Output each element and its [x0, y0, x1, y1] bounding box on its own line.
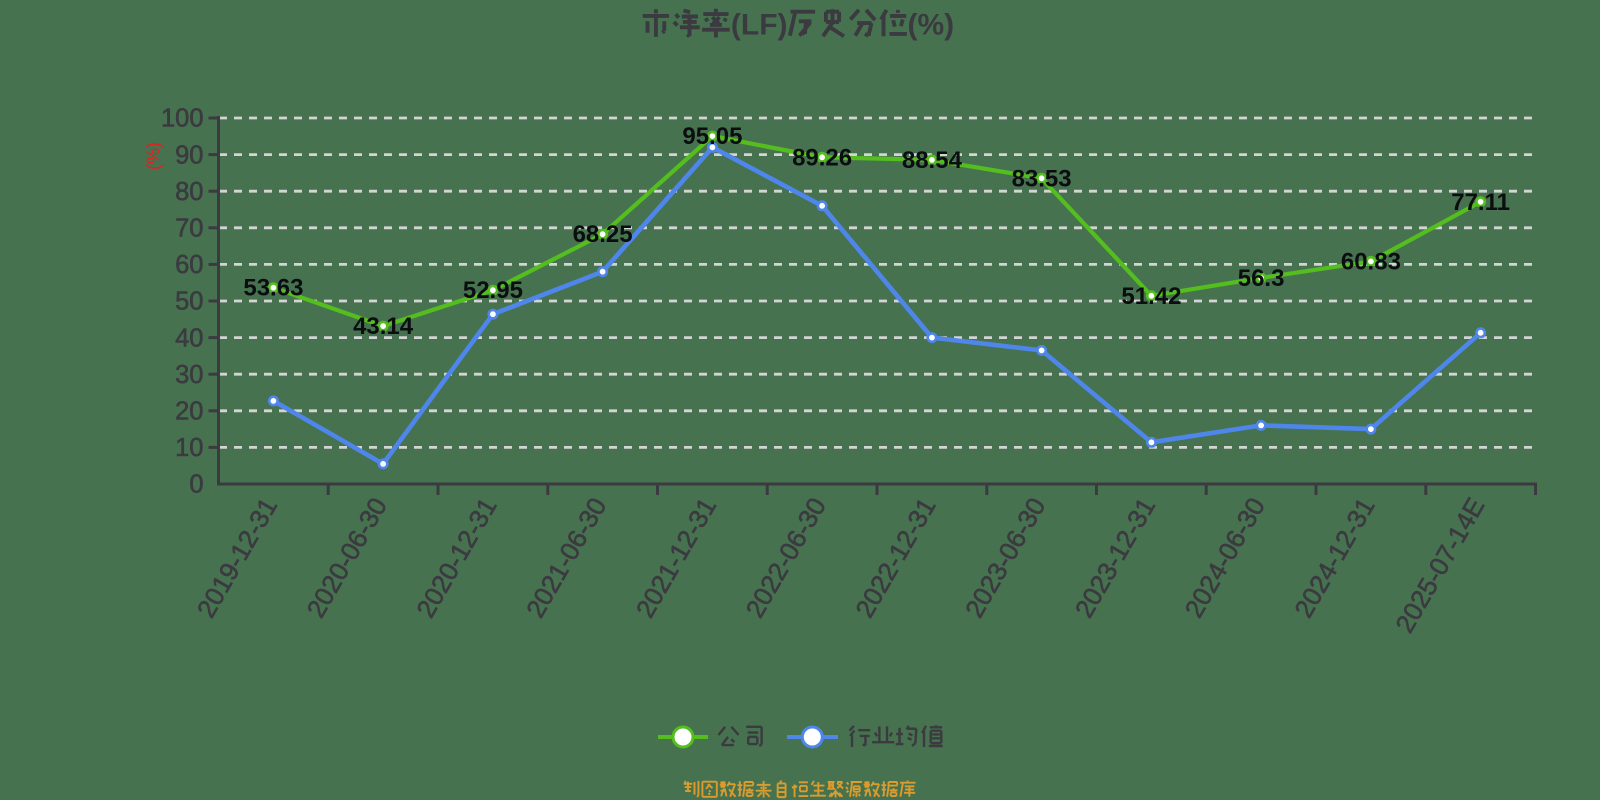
svg-text:0: 0 — [189, 471, 203, 499]
svg-text:10: 10 — [175, 434, 203, 462]
svg-text:50: 50 — [175, 288, 203, 316]
svg-text:80: 80 — [175, 178, 203, 206]
svg-text:40: 40 — [175, 324, 203, 352]
svg-text:51.42: 51.42 — [1121, 283, 1181, 310]
svg-text:100: 100 — [161, 105, 204, 133]
svg-text:56.3: 56.3 — [1238, 265, 1285, 292]
svg-text:60: 60 — [175, 251, 203, 279]
svg-text:52.95: 52.95 — [463, 277, 523, 304]
svg-text:(%): (%) — [144, 142, 164, 170]
svg-text:77.11: 77.11 — [1451, 189, 1510, 216]
svg-text:95.05: 95.05 — [682, 123, 742, 150]
svg-text:88.54: 88.54 — [902, 147, 963, 174]
svg-text:53.63: 53.63 — [243, 275, 303, 302]
svg-text:43.14: 43.14 — [353, 313, 414, 340]
svg-text:90: 90 — [175, 141, 203, 169]
svg-text:89.26: 89.26 — [792, 144, 852, 171]
svg-text:30: 30 — [175, 361, 203, 389]
svg-text:(%): (%) — [908, 9, 955, 42]
svg-text:20: 20 — [175, 398, 203, 426]
svg-text:83.53: 83.53 — [1012, 165, 1072, 192]
svg-text:68.25: 68.25 — [573, 221, 633, 248]
svg-text:(LF): (LF) — [731, 9, 788, 42]
svg-text:70: 70 — [175, 215, 203, 243]
svg-text:60.83: 60.83 — [1341, 248, 1401, 275]
